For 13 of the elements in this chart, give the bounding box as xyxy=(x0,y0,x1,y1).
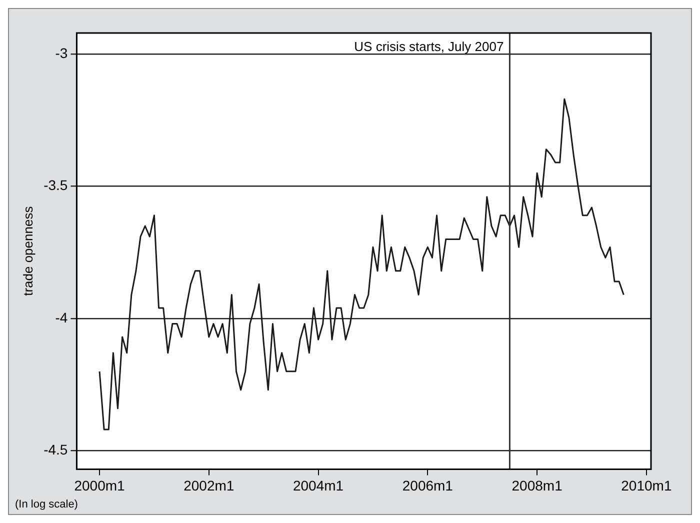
x-tick-label: 2004m1 xyxy=(292,477,344,494)
text: (In log scale) xyxy=(15,498,78,511)
y-tick-label: -4 xyxy=(55,309,68,326)
x-tick-label: 2006m1 xyxy=(402,477,454,494)
y-tick-label: -4.5 xyxy=(44,442,68,458)
ref-line-label: US crisis starts, July 2007 xyxy=(354,39,504,54)
y-tick-label: -3 xyxy=(55,45,68,62)
x-tick-label: 2002m1 xyxy=(184,477,234,494)
x-tick-label: 2000m1 xyxy=(74,477,126,494)
x-tick-label: 2010m1 xyxy=(621,477,672,494)
x-tick-label: 2008m1 xyxy=(512,477,563,494)
y-axis-title: trade openness xyxy=(20,206,36,296)
y-tick-label: -3.5 xyxy=(44,177,68,194)
